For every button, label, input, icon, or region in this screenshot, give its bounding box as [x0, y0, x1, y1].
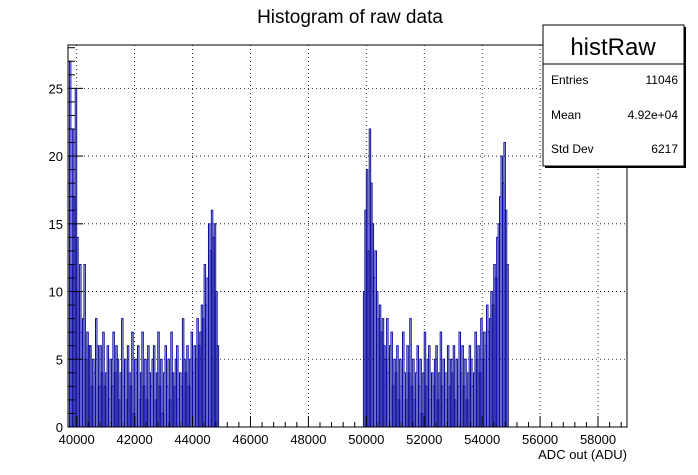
histogram-bin	[152, 345, 156, 427]
x-tick-label: 54000	[464, 432, 500, 447]
x-tick-label: 56000	[522, 432, 558, 447]
stats-box: histRaw Entries 11046 Mean 4.92e+04 Std …	[542, 24, 686, 168]
stats-entries-value: 11046	[646, 73, 679, 87]
x-tick-label: 40000	[59, 432, 95, 447]
stats-stddev-label: Std Dev	[551, 142, 594, 156]
histogram-bars	[67, 60, 509, 428]
histogram-bin	[439, 331, 443, 427]
y-tick-label: 0	[56, 420, 63, 435]
stats-box-shadow	[545, 166, 686, 168]
histogram-bin	[428, 345, 431, 427]
histogram-bin	[123, 358, 127, 427]
histogram-bin	[144, 358, 147, 427]
y-tick-label: 10	[49, 285, 63, 300]
axis-ticks: 40000 42000 44000 46000 48000 50000 52000 54000…	[49, 47, 622, 447]
x-tick-label: 48000	[290, 432, 326, 447]
histogram-bin	[409, 318, 412, 427]
histogram-bin	[423, 331, 427, 427]
x-axis-label: ADC out (ADU)	[538, 447, 627, 462]
x-tick-label: 58000	[580, 432, 616, 447]
histogram-bin	[121, 318, 124, 427]
chart-title: Histogram of raw data	[257, 7, 443, 28]
histogram-bin	[157, 331, 160, 427]
y-tick-label: 15	[49, 217, 63, 232]
y-tick-label: 25	[49, 81, 63, 96]
x-tick-label: 42000	[117, 432, 153, 447]
stats-stddev-value: 6217	[651, 142, 678, 156]
x-tick-label: 52000	[406, 432, 442, 447]
stats-entries-label: Entries	[551, 73, 588, 87]
x-tick-label: 44000	[174, 432, 210, 447]
stats-box-shadow-side	[684, 27, 686, 168]
histogram-bin	[167, 358, 170, 427]
x-tick-label: 50000	[348, 432, 384, 447]
x-tick-label: 46000	[232, 432, 268, 447]
histogram-bin	[396, 345, 399, 427]
histogram-bin	[390, 331, 393, 427]
histogram-bin	[116, 358, 120, 427]
histogram-bin	[137, 345, 140, 427]
y-tick-label: 20	[49, 149, 63, 164]
stats-mean-value: 4.92e+04	[628, 108, 679, 122]
histogram-bin	[452, 345, 456, 427]
histogram-bin	[176, 345, 179, 427]
histogram-bin	[412, 358, 415, 427]
histogram-bin	[216, 345, 220, 427]
histogram-bin	[464, 358, 467, 427]
histogram-bin	[506, 263, 509, 427]
stats-box-name: histRaw	[570, 34, 656, 61]
stats-box-frame	[542, 24, 685, 167]
histogram-bin	[106, 345, 110, 427]
histogram-bin	[419, 358, 422, 427]
histogram-bin	[141, 331, 144, 427]
stats-mean-label: Mean	[551, 108, 581, 122]
histogram-bin	[435, 345, 438, 427]
histogram-bin	[160, 358, 163, 427]
y-tick-label: 5	[56, 352, 63, 367]
plot-frame	[67, 44, 628, 428]
histogram-bin	[83, 263, 86, 427]
histogram-bin	[102, 331, 105, 427]
histogram-bin	[131, 331, 134, 427]
